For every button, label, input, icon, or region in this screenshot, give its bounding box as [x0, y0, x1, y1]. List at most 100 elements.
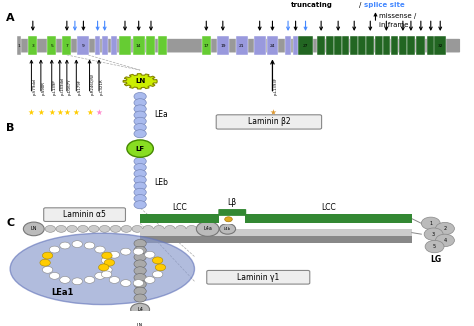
- Bar: [17, 37, 21, 55]
- Bar: [350, 37, 358, 55]
- Circle shape: [109, 251, 119, 258]
- Circle shape: [134, 117, 146, 125]
- Circle shape: [155, 264, 165, 271]
- Circle shape: [42, 266, 53, 273]
- Circle shape: [134, 287, 146, 295]
- Circle shape: [84, 242, 95, 249]
- Circle shape: [436, 222, 455, 235]
- Text: 7: 7: [65, 44, 68, 48]
- Circle shape: [134, 260, 146, 268]
- Text: splice site: splice site: [364, 2, 404, 8]
- Text: L4a: L4a: [203, 226, 212, 231]
- FancyBboxPatch shape: [18, 39, 460, 52]
- Circle shape: [134, 246, 146, 254]
- Circle shape: [60, 276, 70, 283]
- Circle shape: [89, 226, 99, 232]
- Bar: [140, 236, 412, 244]
- Circle shape: [120, 280, 131, 287]
- Text: p.S90R: p.S90R: [42, 82, 46, 95]
- Circle shape: [133, 280, 144, 287]
- Text: 14: 14: [136, 44, 141, 48]
- Text: LCC: LCC: [173, 202, 187, 212]
- Circle shape: [67, 226, 77, 232]
- Bar: [298, 37, 313, 55]
- Text: 32: 32: [438, 44, 443, 48]
- Text: p.D167Y: p.D167Y: [68, 79, 72, 95]
- Circle shape: [134, 105, 146, 113]
- Circle shape: [153, 271, 163, 278]
- Circle shape: [110, 226, 121, 232]
- Bar: [95, 37, 100, 55]
- Text: 4: 4: [443, 238, 447, 243]
- Text: C: C: [6, 218, 15, 228]
- Circle shape: [56, 226, 66, 232]
- Polygon shape: [123, 74, 157, 89]
- Bar: [391, 37, 398, 55]
- Circle shape: [175, 226, 186, 232]
- Circle shape: [49, 246, 60, 253]
- Circle shape: [23, 222, 44, 236]
- Circle shape: [145, 276, 155, 283]
- Circle shape: [134, 124, 146, 131]
- Text: p.C321R: p.C321R: [100, 79, 104, 95]
- Circle shape: [134, 157, 146, 165]
- Bar: [434, 37, 446, 55]
- Text: 27: 27: [303, 44, 308, 48]
- Circle shape: [225, 217, 232, 222]
- Circle shape: [49, 273, 60, 279]
- Bar: [133, 37, 145, 55]
- Circle shape: [72, 278, 82, 285]
- Circle shape: [42, 252, 53, 259]
- Circle shape: [425, 240, 444, 253]
- Circle shape: [134, 163, 146, 171]
- Circle shape: [45, 226, 55, 232]
- Circle shape: [127, 140, 154, 157]
- Text: in frame: in frame: [379, 22, 408, 28]
- Bar: [140, 214, 412, 223]
- FancyBboxPatch shape: [44, 208, 126, 221]
- Circle shape: [134, 99, 146, 107]
- Bar: [318, 37, 325, 55]
- Bar: [77, 37, 89, 55]
- Text: ★: ★: [28, 108, 35, 117]
- Bar: [407, 37, 415, 55]
- Circle shape: [134, 294, 146, 302]
- Circle shape: [134, 280, 146, 289]
- Circle shape: [134, 170, 146, 178]
- Text: 3: 3: [31, 44, 34, 48]
- Circle shape: [100, 226, 110, 232]
- Circle shape: [101, 257, 112, 264]
- Circle shape: [153, 257, 163, 264]
- Circle shape: [134, 201, 146, 209]
- Circle shape: [164, 226, 175, 232]
- Circle shape: [60, 242, 70, 249]
- Bar: [358, 37, 365, 55]
- Bar: [399, 37, 407, 55]
- Circle shape: [134, 176, 146, 184]
- Bar: [202, 37, 211, 55]
- Text: p.R246Q/W: p.R246Q/W: [91, 73, 94, 95]
- Text: truncating: truncating: [292, 2, 333, 8]
- Text: ★: ★: [86, 108, 93, 117]
- Text: p.L1393F: p.L1393F: [273, 77, 277, 95]
- Text: ★: ★: [269, 108, 276, 117]
- Text: 17: 17: [203, 44, 209, 48]
- Bar: [102, 37, 108, 55]
- Circle shape: [219, 224, 236, 234]
- Text: LCC: LCC: [321, 202, 336, 212]
- Text: Laminin β2: Laminin β2: [248, 117, 291, 126]
- Circle shape: [102, 266, 112, 273]
- FancyBboxPatch shape: [207, 271, 310, 284]
- Bar: [63, 37, 72, 55]
- Text: 21: 21: [239, 44, 245, 48]
- Circle shape: [40, 259, 50, 266]
- Text: ★: ★: [73, 108, 80, 117]
- Text: 3: 3: [432, 232, 435, 237]
- Circle shape: [134, 195, 146, 202]
- Text: 9: 9: [82, 44, 85, 48]
- Circle shape: [424, 228, 443, 240]
- Circle shape: [130, 319, 151, 326]
- Circle shape: [145, 251, 155, 258]
- Text: Lβ: Lβ: [228, 198, 237, 207]
- Bar: [342, 37, 349, 55]
